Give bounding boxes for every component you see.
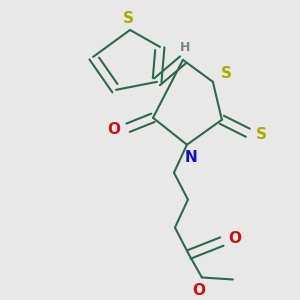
- Text: S: S: [256, 127, 267, 142]
- Text: S: S: [122, 11, 134, 26]
- Text: S: S: [221, 66, 233, 81]
- Text: N: N: [184, 150, 197, 165]
- Text: O: O: [228, 231, 241, 246]
- Text: O: O: [108, 122, 121, 137]
- Text: O: O: [192, 283, 206, 298]
- Text: H: H: [180, 41, 190, 54]
